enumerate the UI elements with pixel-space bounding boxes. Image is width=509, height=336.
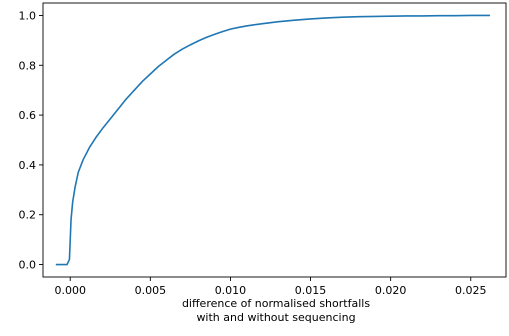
x-tick-label: 0.000: [54, 284, 86, 297]
x-tick-label: 0.020: [375, 284, 407, 297]
x-axis-label-line-1: difference of normalised shortfalls: [182, 297, 370, 310]
x-tick-label: 0.025: [455, 284, 487, 297]
x-tick-label: 0.015: [295, 284, 327, 297]
y-tick-label: 0.8: [19, 59, 37, 72]
axes: [42, 2, 507, 278]
y-tick-label: 1.0: [19, 9, 37, 22]
ticks: 0.000 0.005 0.010 0.015 0.020 0.025 0.0 0.2 0.4 0…: [19, 9, 487, 297]
plot-area: [55, 14, 490, 266]
series-line-0: [55, 14, 490, 266]
x-tick-label: 0.005: [135, 284, 167, 297]
x-tick-label: 0.010: [215, 284, 247, 297]
y-tick-label: 0.4: [19, 159, 37, 172]
y-tick-label: 0.2: [19, 209, 37, 222]
x-axis-label-line-2: with and without sequencing: [196, 311, 355, 324]
axes-frame: [42, 2, 507, 278]
y-tick-label: 0.0: [19, 259, 37, 272]
y-tick-label: 0.6: [19, 109, 37, 122]
